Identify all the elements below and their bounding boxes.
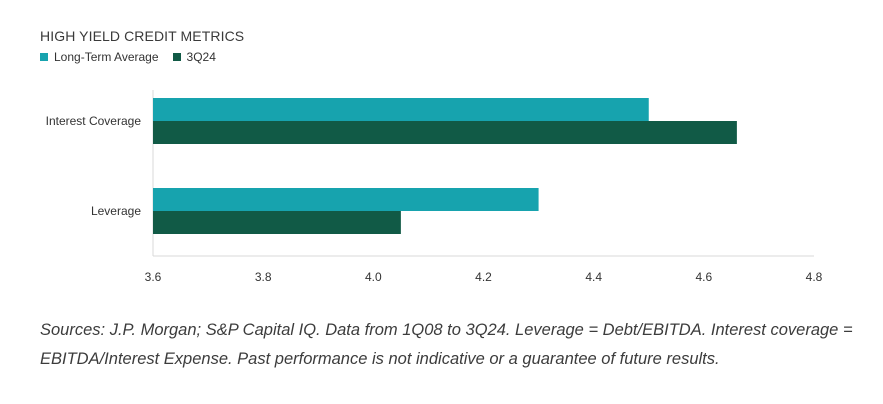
x-tick-label: 4.2 (475, 270, 492, 284)
chart-legend: Long-Term Average 3Q24 (40, 50, 216, 64)
bar-interest-coverage-long-term-average (153, 98, 649, 121)
legend-item-3q24: 3Q24 (172, 50, 216, 64)
x-tick-label: 3.6 (145, 270, 162, 284)
legend-label-long-term-average: Long-Term Average (54, 50, 159, 64)
bar-interest-coverage-3q24 (153, 121, 737, 144)
legend-swatch-long-term-average (40, 53, 48, 61)
legend-swatch-3q24 (172, 53, 181, 61)
chart-title: HIGH YIELD CREDIT METRICS (40, 28, 245, 44)
x-tick-label: 4.6 (695, 270, 712, 284)
x-tick-label: 3.8 (255, 270, 272, 284)
category-label-interest-coverage: Interest Coverage (46, 114, 142, 128)
bar-leverage-3q24 (153, 211, 401, 234)
bar-chart: Interest Coverage Leverage 3.6 3.8 4.0 4.2 4.4… (46, 90, 823, 284)
category-label-leverage: Leverage (91, 204, 141, 218)
bar-leverage-long-term-average (153, 188, 539, 211)
x-tick-label: 4.0 (365, 270, 382, 284)
legend-label-3q24: 3Q24 (186, 50, 216, 64)
x-tick-label: 4.8 (806, 270, 823, 284)
legend-item-long-term-average: Long-Term Average (40, 50, 159, 64)
x-tick-label: 4.4 (585, 270, 602, 284)
source-caption: Sources: J.P. Morgan; S&P Capital IQ. Da… (40, 321, 853, 368)
